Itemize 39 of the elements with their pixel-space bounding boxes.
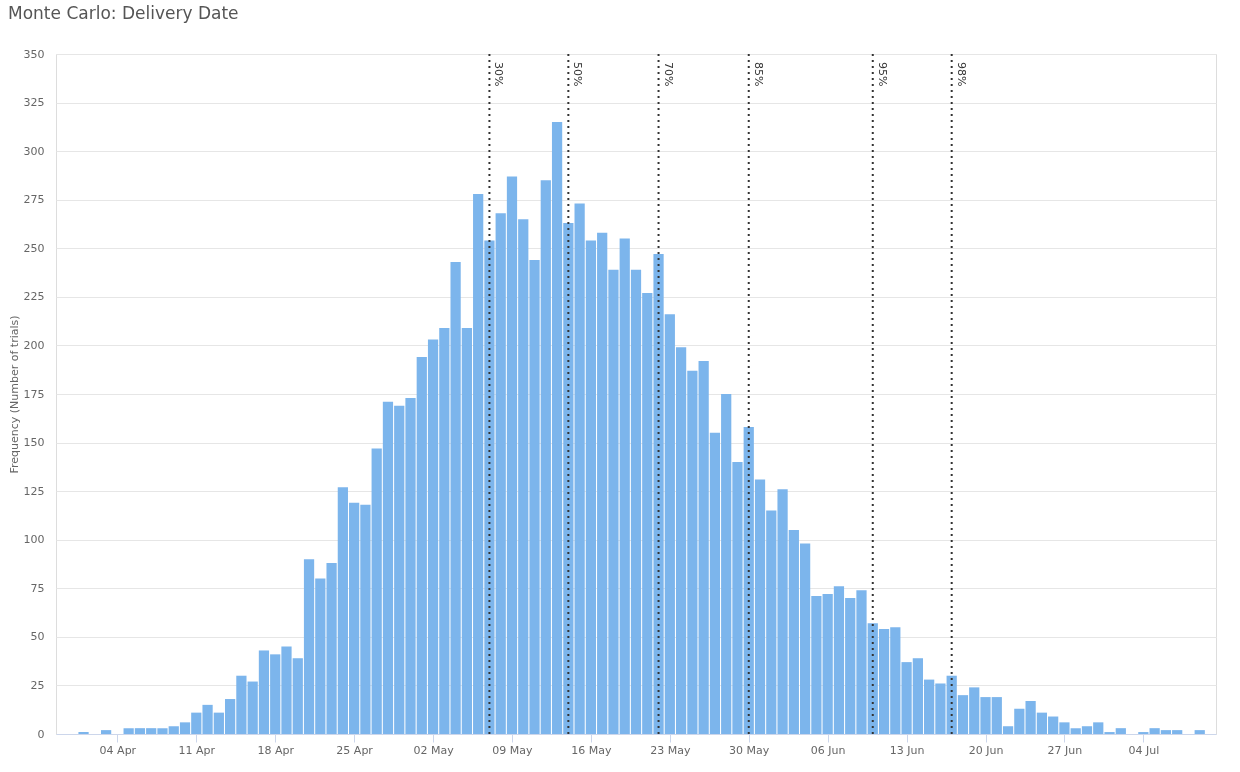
y-tick-label: 225 [23, 290, 45, 304]
x-tick-label: 09 May [492, 743, 534, 757]
y-tick-label: 275 [23, 193, 45, 207]
ref-line-label: 70% [661, 62, 675, 87]
bar [100, 730, 112, 734]
x-tick-label: 16 May [571, 743, 612, 757]
x-tick-label: 04 Apr [99, 743, 137, 757]
y-tick-label: 300 [23, 144, 45, 158]
x-tick-label: 25 Apr [336, 743, 374, 757]
x-tick-label: 20 Jun [968, 743, 1004, 757]
y-tick-label: 175 [23, 387, 45, 401]
x-tick-label: 11 Apr [178, 743, 216, 757]
x-tick-label: 27 Jun [1047, 743, 1083, 757]
y-tick-label: 250 [23, 241, 45, 255]
ref-line-label: 85% [751, 62, 765, 87]
y-tick-label: 350 [23, 47, 45, 61]
y-tick-label: 125 [23, 484, 45, 498]
y-tick-label: 325 [23, 96, 45, 110]
y-tick-label: 100 [23, 533, 45, 547]
y-tick-label: 0 [37, 727, 45, 741]
y-axis-title: Frequency (Number of trials) [7, 315, 21, 474]
ref-line-label: 98% [954, 62, 968, 87]
ref-line-label: 95% [875, 62, 889, 87]
chart-title: Monte Carlo: Delivery Date [8, 3, 239, 23]
y-tick-label: 150 [23, 436, 45, 450]
x-tick-label: 23 May [650, 743, 691, 757]
x-tick-label: 02 May [413, 743, 455, 757]
y-tick-label: 25 [30, 678, 45, 692]
ref-line-label: 50% [571, 62, 585, 87]
x-tick-label: 18 Apr [257, 743, 295, 757]
x-tick-label: 04 Jul [1128, 743, 1160, 757]
x-tick-label: 13 Jun [889, 743, 925, 757]
y-tick-label: 75 [30, 581, 45, 595]
ref-line-label: 30% [492, 62, 506, 87]
bar [1194, 730, 1205, 734]
x-tick-label: 06 Jun [810, 743, 846, 757]
x-tick-label: 30 May [729, 743, 770, 757]
y-tick-label: 50 [30, 630, 45, 644]
y-tick-label: 200 [23, 338, 45, 352]
